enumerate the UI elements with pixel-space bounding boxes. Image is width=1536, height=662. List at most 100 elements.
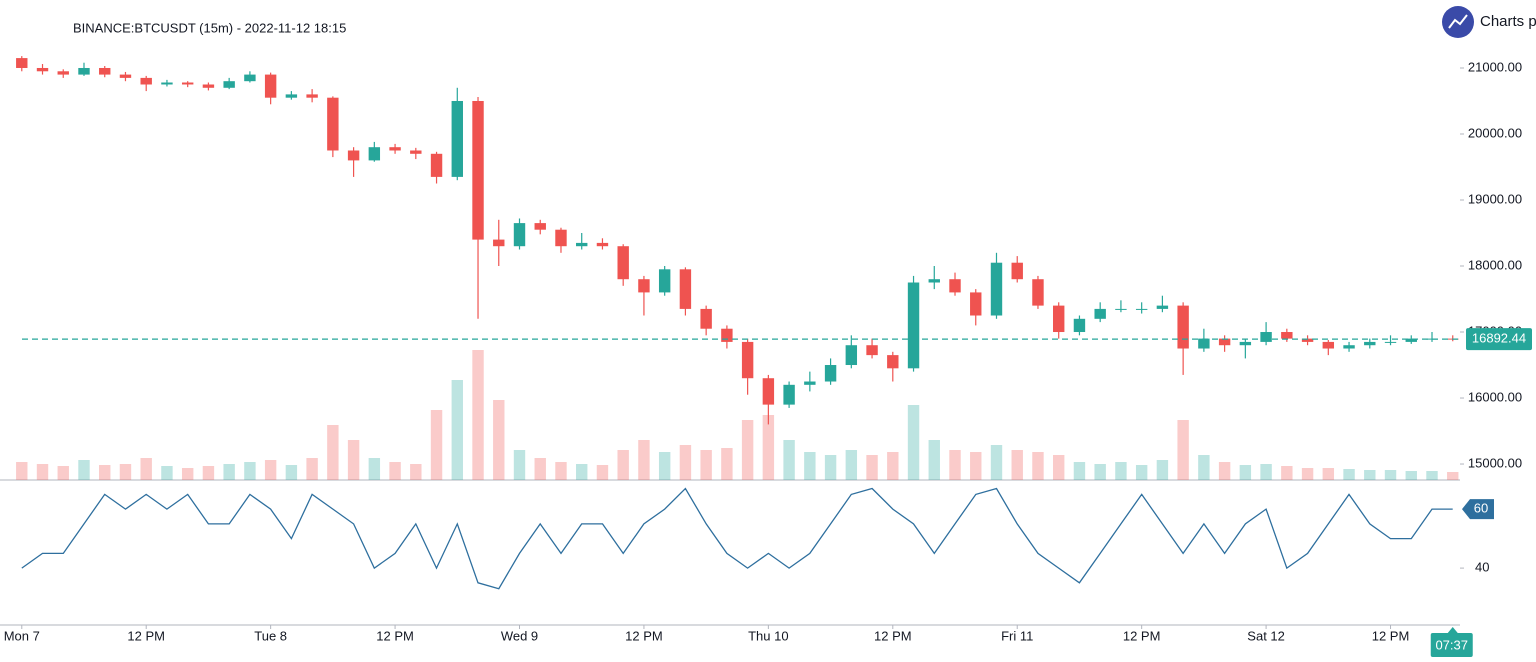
volume-bar [306, 458, 318, 480]
candle-body [1115, 308, 1127, 310]
candle-body [161, 82, 173, 85]
x-tick-label: Mon 7 [4, 628, 40, 643]
candle-body [327, 97, 339, 151]
candle-body [679, 269, 692, 309]
volume-bar [472, 350, 484, 480]
candle-body [907, 282, 920, 369]
volume-bar [555, 462, 567, 480]
candle-body [78, 67, 90, 75]
volume-bar [741, 420, 754, 480]
volume-bar [1426, 471, 1438, 480]
volume-bar [990, 445, 1003, 480]
candle-body [617, 246, 629, 280]
candle-body [970, 292, 982, 316]
candle-body [16, 58, 28, 68]
volume-bar [1405, 471, 1417, 480]
volume-bar [1260, 464, 1272, 480]
volume-bar [410, 464, 422, 480]
volume-bar [451, 380, 463, 480]
y-tick-label: 20000.00 [1468, 125, 1522, 140]
x-tick-label: 12 PM [625, 628, 663, 643]
chart-title: BINANCE:BTCUSDT (15m) - 2022-11-12 18:15 [73, 20, 346, 35]
indicator-last-value: 60 [1474, 501, 1488, 516]
volume-bar [866, 455, 878, 480]
volume-bar [1384, 470, 1397, 480]
volume-bar [949, 450, 961, 480]
candle-body [1384, 341, 1397, 343]
indicator-tick-label: 40 [1475, 560, 1489, 575]
brand-text[interactable]: Charts p [1480, 13, 1536, 30]
x-tick-label: Fri 11 [1001, 628, 1033, 643]
candle-body [493, 239, 505, 247]
candle-body [804, 381, 816, 385]
volume-bar [928, 440, 940, 480]
x-tick-label: 12 PM [874, 628, 912, 643]
candle-body [1218, 338, 1231, 346]
volume-bar [161, 466, 173, 480]
volume-bar [1156, 460, 1169, 480]
volume-bar [1053, 455, 1065, 480]
volume-bar [596, 465, 609, 480]
candle-body [1260, 332, 1272, 342]
volume-bar [1447, 472, 1459, 480]
candle-body [845, 345, 858, 366]
volume-bar [223, 464, 235, 480]
volume-bar [679, 445, 692, 480]
x-tick-label: 12 PM [127, 628, 165, 643]
y-tick-label: 21000.00 [1468, 59, 1522, 74]
volume-bar [1115, 462, 1127, 480]
price-badge-label: 16892.44 [1472, 331, 1526, 346]
volume-bar [1198, 455, 1210, 480]
volume-bar [513, 450, 526, 480]
candle-body [202, 84, 215, 88]
volume-bar [824, 455, 837, 480]
volume-bar [845, 450, 858, 480]
volume-bar [181, 468, 194, 480]
volume-bar [1011, 450, 1023, 480]
volume-bar [1301, 468, 1314, 480]
volume-bar [617, 450, 629, 480]
volume-bar [99, 465, 111, 480]
countdown-pointer [1447, 627, 1458, 633]
x-tick-label: Tue 8 [254, 628, 287, 643]
volume-bar [783, 440, 795, 480]
candle-body [1053, 305, 1065, 333]
indicator-line [21, 487, 1453, 590]
candle-body [596, 242, 609, 247]
volume-bar [1364, 470, 1376, 480]
candle-body [658, 269, 671, 293]
candle-body [1073, 318, 1086, 333]
candle-body [430, 153, 443, 177]
y-tick-label: 18000.00 [1468, 257, 1522, 272]
volume-bar [658, 452, 671, 480]
candle-body [244, 74, 256, 82]
candle-body [513, 223, 526, 247]
volume-bar [202, 466, 215, 480]
volume-bar [140, 458, 152, 480]
countdown-badge [1430, 633, 1473, 657]
volume-bar [907, 405, 920, 480]
volume-bar [16, 462, 28, 480]
candle-body [1135, 308, 1148, 310]
volume-bar [700, 450, 712, 480]
volume-bar [119, 464, 132, 480]
candle-body [1281, 332, 1293, 339]
candle-body [1301, 338, 1314, 342]
candle-body [1364, 341, 1376, 346]
candle-body [347, 150, 360, 161]
candle-body [1322, 341, 1335, 349]
candle-body [223, 81, 235, 88]
candle-body [119, 74, 132, 78]
x-tick-label: 12 PM [376, 628, 414, 643]
volume-bar [762, 415, 775, 480]
candle-body [1011, 262, 1023, 280]
x-tick-label: 12 PM [1123, 628, 1161, 643]
candle-body [990, 262, 1003, 316]
x-tick-label: Wed 9 [501, 628, 538, 643]
candle-body [1343, 345, 1355, 349]
volume-bar [887, 452, 899, 480]
candle-body [949, 279, 961, 293]
volume-bar [721, 448, 733, 480]
candle-body [783, 384, 795, 405]
